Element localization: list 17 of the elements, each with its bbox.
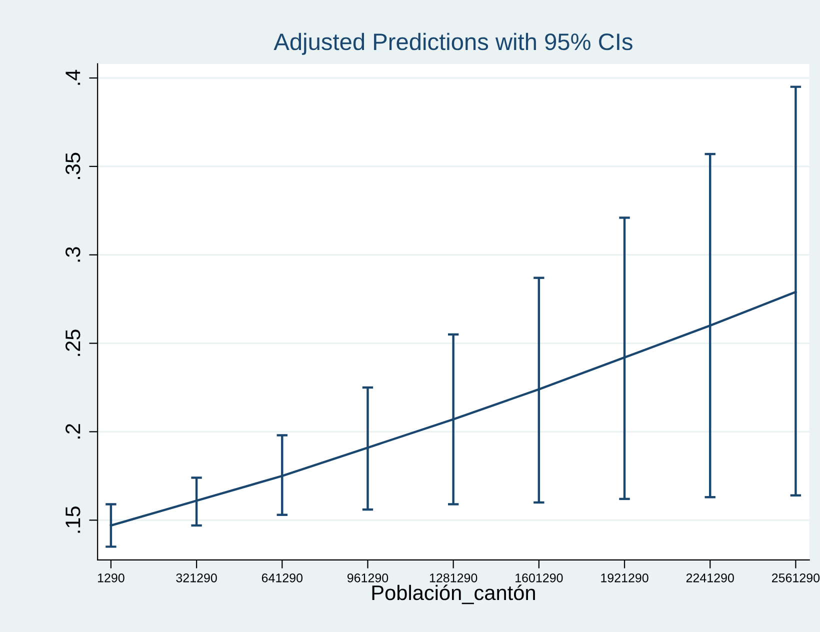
y-tick-label: .25	[66, 330, 80, 356]
y-tick-label: .3	[66, 247, 80, 262]
x-tick-label: 1281290	[430, 573, 478, 582]
y-tick-label: .35	[66, 152, 80, 179]
y-tick-label: .2	[66, 424, 80, 439]
chart-title: Adjusted Predictions with 95% CIs	[274, 32, 632, 55]
x-tick-label: 961290	[347, 573, 388, 582]
x-tick-label: 641290	[262, 573, 303, 582]
x-tick-label: 2241290	[686, 573, 734, 582]
x-tick-label: 321290	[176, 573, 217, 582]
x-tick-label: 1921290	[601, 573, 648, 582]
x-tick-label: 1290	[98, 573, 124, 582]
x-axis-title: Población_cantón	[372, 584, 535, 604]
x-tick-label: 1601290	[516, 573, 563, 582]
y-tick-label: .15	[66, 506, 80, 533]
y-tick-label: .4	[66, 70, 80, 85]
x-tick-label: 2561290	[772, 573, 820, 582]
